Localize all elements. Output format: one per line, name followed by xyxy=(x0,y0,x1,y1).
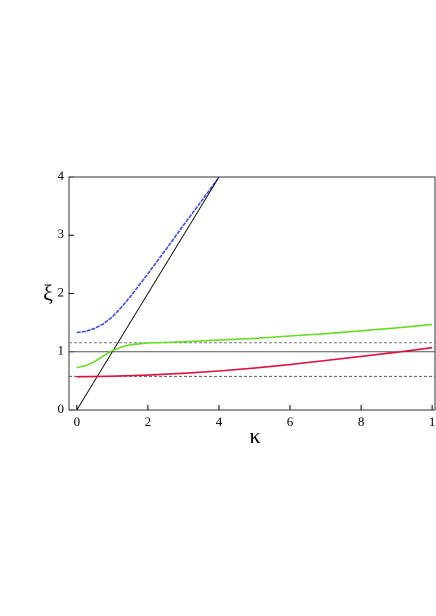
y-tick-label: 0 xyxy=(58,401,65,416)
y-tick-label: 4 xyxy=(58,168,65,183)
x-tick-label: 8 xyxy=(358,414,365,429)
series-line xyxy=(76,176,220,411)
y-tick-label: 3 xyxy=(58,226,65,241)
x-tick-label: 2 xyxy=(145,414,152,429)
y-axis-label: ξ xyxy=(43,280,53,305)
series-line xyxy=(76,176,220,334)
x-tick-label: 0 xyxy=(74,414,81,429)
y-tick-label: 1 xyxy=(58,343,65,358)
y-tick-label: 2 xyxy=(58,284,65,299)
x-axis-label: κ xyxy=(249,423,260,448)
series-line xyxy=(76,323,433,369)
x-tick-label: 6 xyxy=(287,414,294,429)
series-line xyxy=(76,346,433,378)
x-tick-label: 1 xyxy=(429,414,436,429)
x-tick-label: 4 xyxy=(216,414,223,429)
